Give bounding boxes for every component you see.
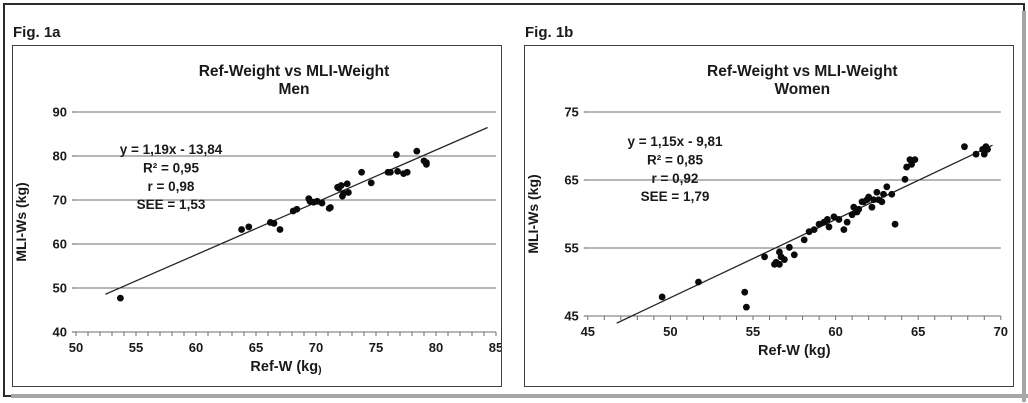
svg-text:Ref-Weight vs MLI-Weight: Ref-Weight vs MLI-Weight (707, 63, 898, 80)
svg-text:Ref-W (kg): Ref-W (kg) (250, 359, 321, 376)
svg-text:75: 75 (564, 105, 578, 120)
svg-text:55: 55 (746, 324, 760, 339)
svg-text:Women: Women (774, 81, 830, 98)
svg-text:Ref-W (kg): Ref-W (kg) (758, 343, 831, 359)
svg-text:45: 45 (581, 324, 595, 339)
svg-text:55: 55 (564, 241, 578, 256)
svg-text:MLI-Ws (kg): MLI-Ws (kg) (525, 174, 541, 253)
svg-text:MLI-Ws (kg): MLI-Ws (kg) (13, 182, 29, 261)
svg-text:70: 70 (53, 193, 67, 208)
svg-text:90: 90 (53, 105, 67, 120)
svg-text:y = 1,15x - 9,81: y = 1,15x - 9,81 (628, 134, 723, 149)
svg-text:R² = 0,95: R² = 0,95 (143, 160, 199, 175)
svg-text:R² = 0,85: R² = 0,85 (647, 152, 703, 167)
svg-text:75: 75 (369, 340, 383, 355)
svg-text:60: 60 (828, 324, 842, 339)
svg-text:85: 85 (489, 340, 502, 355)
svg-text:Ref-Weight vs MLI-Weight: Ref-Weight vs MLI-Weight (199, 63, 390, 80)
svg-text:40: 40 (53, 325, 67, 340)
svg-text:45: 45 (564, 309, 578, 324)
svg-text:65: 65 (564, 173, 578, 188)
svg-text:55: 55 (129, 340, 143, 355)
svg-text:65: 65 (911, 324, 925, 339)
svg-text:70: 70 (309, 340, 323, 355)
svg-text:SEE = 1,79: SEE = 1,79 (641, 189, 710, 204)
svg-text:r = 0,98: r = 0,98 (148, 179, 195, 194)
svg-text:y = 1,19x - 13,84: y = 1,19x - 13,84 (120, 142, 223, 157)
svg-text:SEE = 1,53: SEE = 1,53 (137, 197, 206, 212)
svg-text:r = 0,92: r = 0,92 (652, 171, 699, 186)
svg-text:50: 50 (663, 324, 677, 339)
svg-text:60: 60 (53, 237, 67, 252)
svg-text:50: 50 (53, 281, 67, 296)
svg-text:65: 65 (249, 340, 263, 355)
svg-text:80: 80 (429, 340, 443, 355)
svg-text:Men: Men (279, 81, 310, 98)
svg-text:50: 50 (69, 340, 83, 355)
svg-text:70: 70 (994, 324, 1008, 339)
svg-text:60: 60 (189, 340, 203, 355)
svg-text:80: 80 (53, 149, 67, 164)
